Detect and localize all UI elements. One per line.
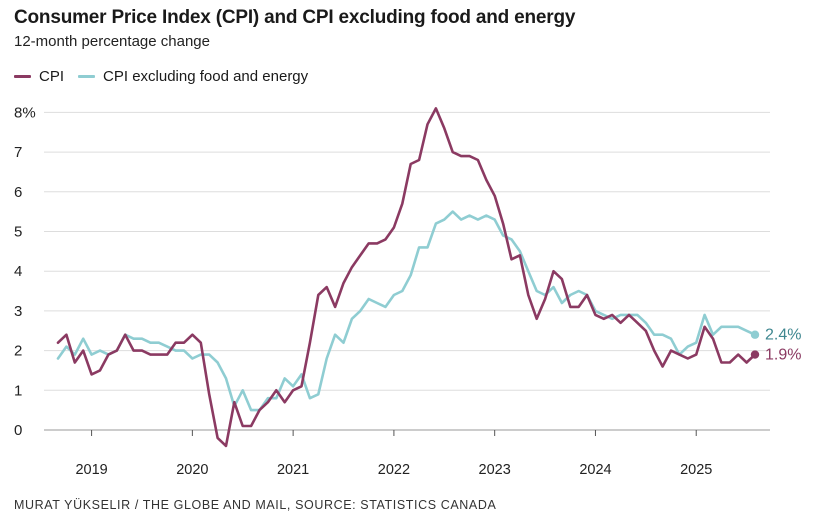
x-tick-label: 2020 (176, 462, 208, 478)
x-tick-label: 2025 (680, 462, 712, 478)
y-tick-label: 7 (14, 144, 22, 161)
core-cpi-end-point (750, 330, 760, 339)
y-tick-label: 0 (14, 422, 22, 439)
legend-item-cpi: CPI (14, 68, 64, 85)
legend-swatch-cpi (14, 75, 31, 78)
y-tick-label: 3 (14, 303, 22, 320)
core-cpi-series-line (56, 210, 757, 412)
line-chart: 0 1 2 3 4 5 6 7 8% 2019 2020 2021 2022 2023 2024 2025 2.… (14, 104, 801, 478)
legend-label-core-cpi: CPI excluding food and energy (103, 68, 309, 85)
y-tick-label: 1 (14, 382, 22, 399)
x-tick-label: 2022 (378, 462, 410, 478)
chart-subtitle: 12-month percentage change (14, 33, 210, 50)
legend-item-core-cpi: CPI excluding food and energy (78, 68, 308, 85)
source-credit: MURAT YÜKSELIR / THE GLOBE AND MAIL, SOU… (14, 498, 497, 512)
y-tick-label: 6 (14, 184, 22, 201)
chart-title: Consumer Price Index (CPI) and CPI exclu… (14, 7, 576, 28)
y-tick-label: 4 (14, 263, 22, 280)
x-tick-label: 2021 (277, 462, 309, 478)
legend-swatch-core-cpi (78, 75, 96, 78)
x-tick-label: 2023 (479, 462, 511, 478)
x-tick-label: 2024 (579, 462, 611, 478)
core-cpi-end-label: 2.4% (765, 327, 801, 344)
cpi-end-point (750, 350, 760, 359)
y-tick-label: 8% (14, 104, 36, 121)
legend: CPI CPI excluding food and energy (14, 68, 322, 85)
y-tick-label: 2 (14, 343, 22, 360)
cpi-series-line (56, 107, 757, 448)
x-tick-label: 2019 (75, 462, 107, 478)
y-tick-label: 5 (14, 224, 22, 241)
legend-label-cpi: CPI (39, 68, 65, 85)
cpi-end-label: 1.9% (765, 347, 801, 364)
